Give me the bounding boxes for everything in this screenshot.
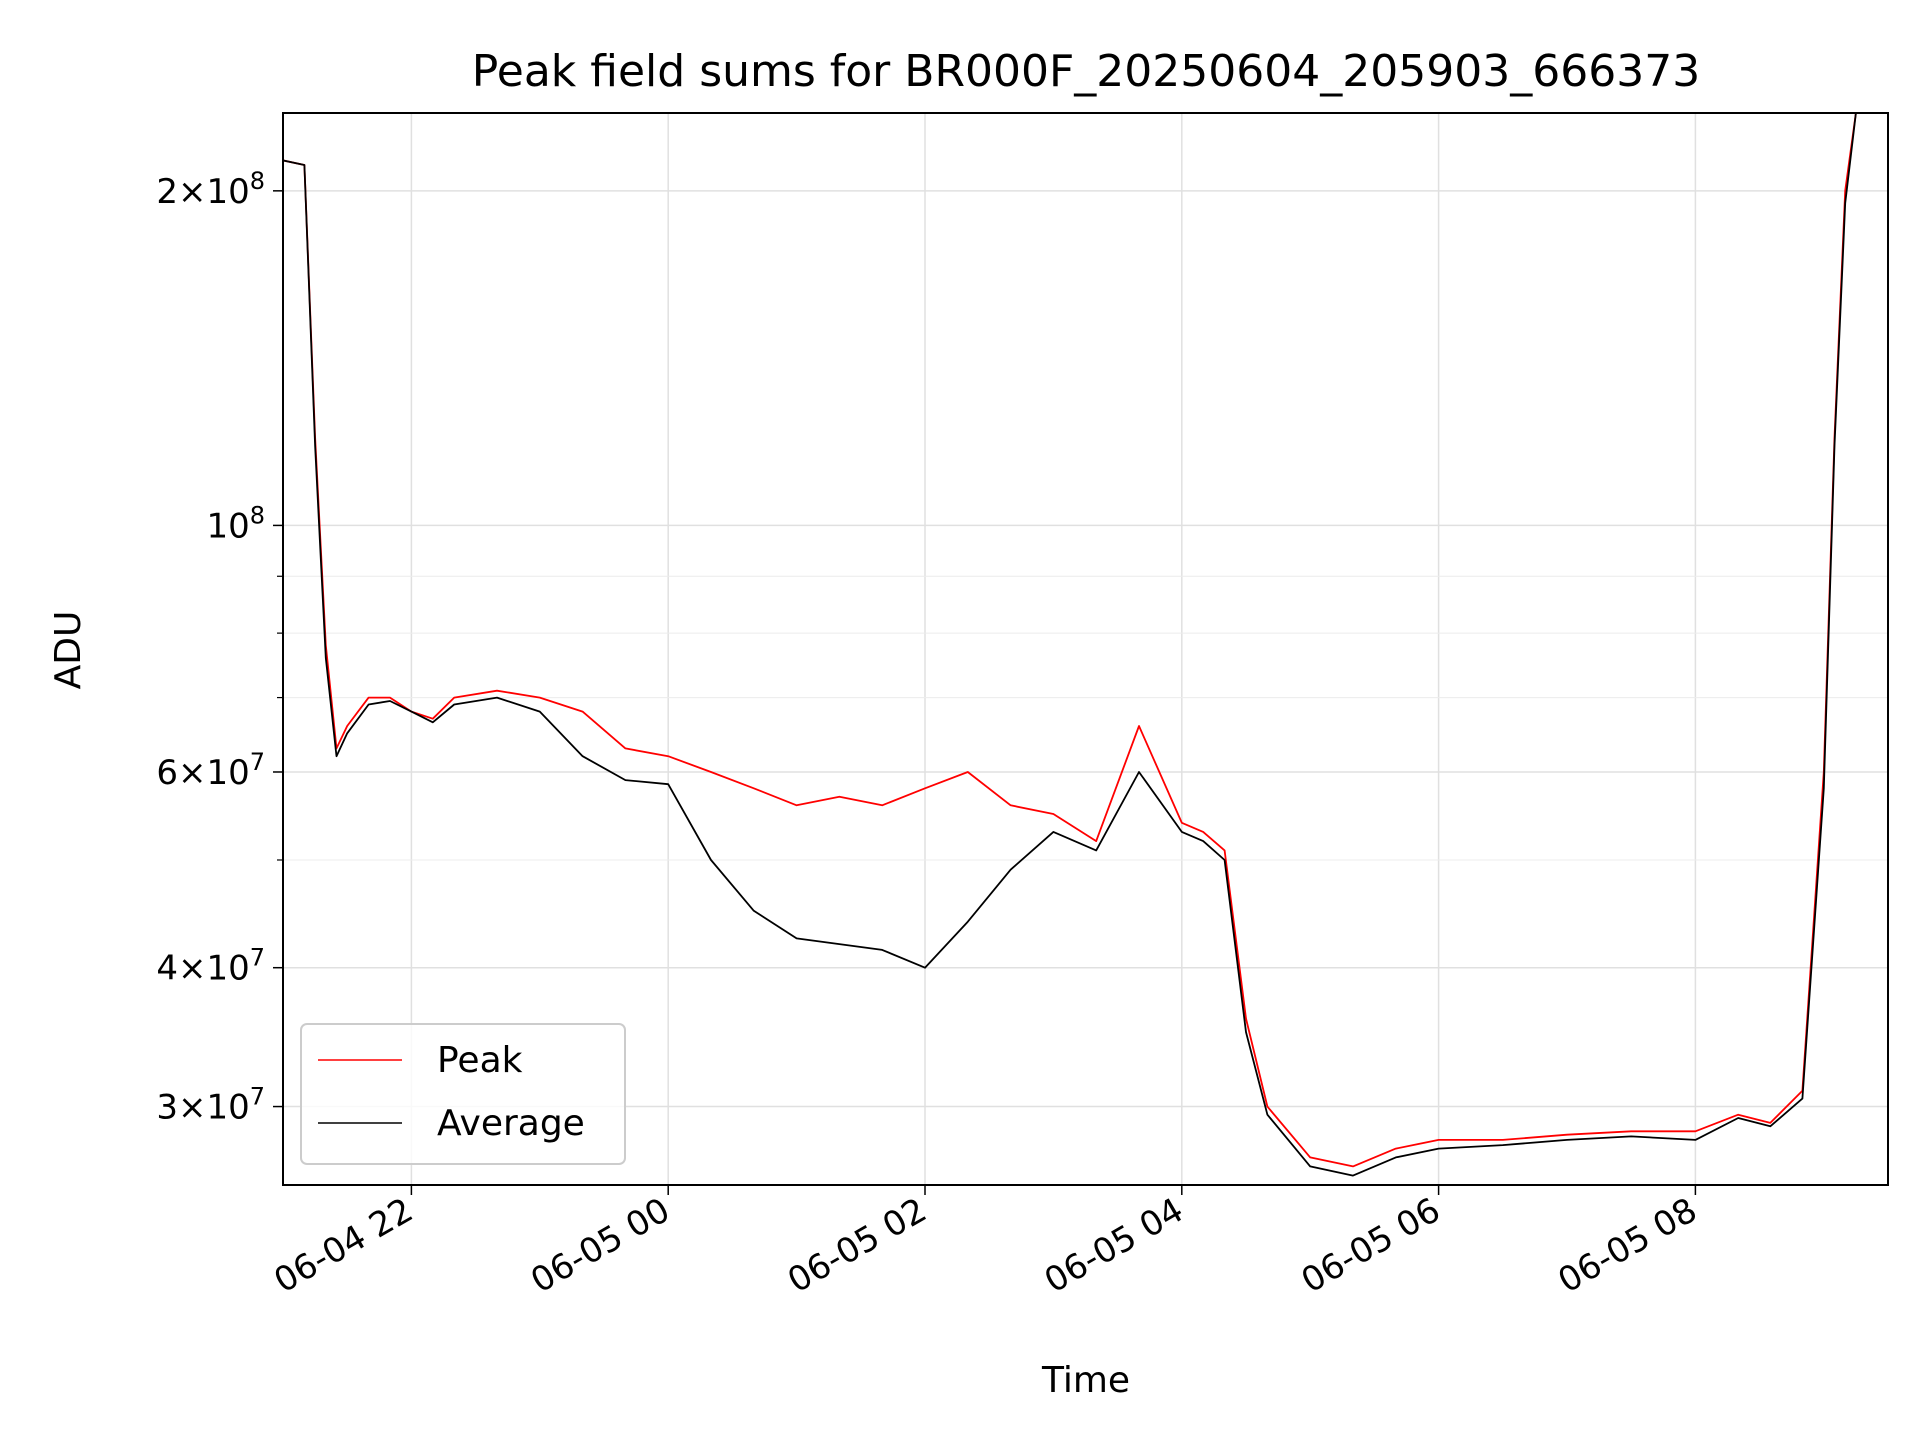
y-tick-label: 108 bbox=[206, 501, 265, 546]
y-axis-label: ADU bbox=[48, 611, 89, 690]
x-axis-label: Time bbox=[1041, 1360, 1130, 1401]
series-layer bbox=[283, 113, 1888, 1177]
x-tick-label: 06-05 00 bbox=[524, 1190, 676, 1301]
x-tick-label: 06-05 02 bbox=[781, 1190, 933, 1301]
y-tick-label: 4×107 bbox=[156, 944, 265, 989]
legend-box bbox=[300, 1023, 626, 1165]
plot-frame bbox=[282, 112, 1889, 1186]
y-axis: 3×107 4×107 6×107 108 2×108 bbox=[156, 167, 283, 1128]
legend: Peak Average bbox=[300, 1023, 626, 1165]
legend-label-average: Average bbox=[437, 1103, 585, 1144]
y-tick-label: 2×108 bbox=[156, 167, 265, 212]
legend-label-peak: Peak bbox=[437, 1040, 523, 1081]
chart-title: Peak field sums for BR000F_20250604_2059… bbox=[472, 46, 1700, 97]
x-tick-label: 06-05 06 bbox=[1295, 1190, 1447, 1301]
x-tick-label: 06-05 08 bbox=[1552, 1190, 1704, 1301]
grid-lines bbox=[283, 113, 1888, 1185]
series-line-average bbox=[283, 113, 1888, 1177]
series-line-peak bbox=[283, 113, 1888, 1168]
y-tick-label: 3×107 bbox=[156, 1083, 265, 1128]
y-tick-label: 6×107 bbox=[156, 748, 265, 793]
x-tick-label: 06-05 04 bbox=[1038, 1190, 1190, 1301]
x-tick-label: 06-04 22 bbox=[268, 1190, 420, 1301]
x-axis: 06-04 22 06-05 00 06-05 02 06-05 04 06-05 06… bbox=[268, 1185, 1704, 1301]
